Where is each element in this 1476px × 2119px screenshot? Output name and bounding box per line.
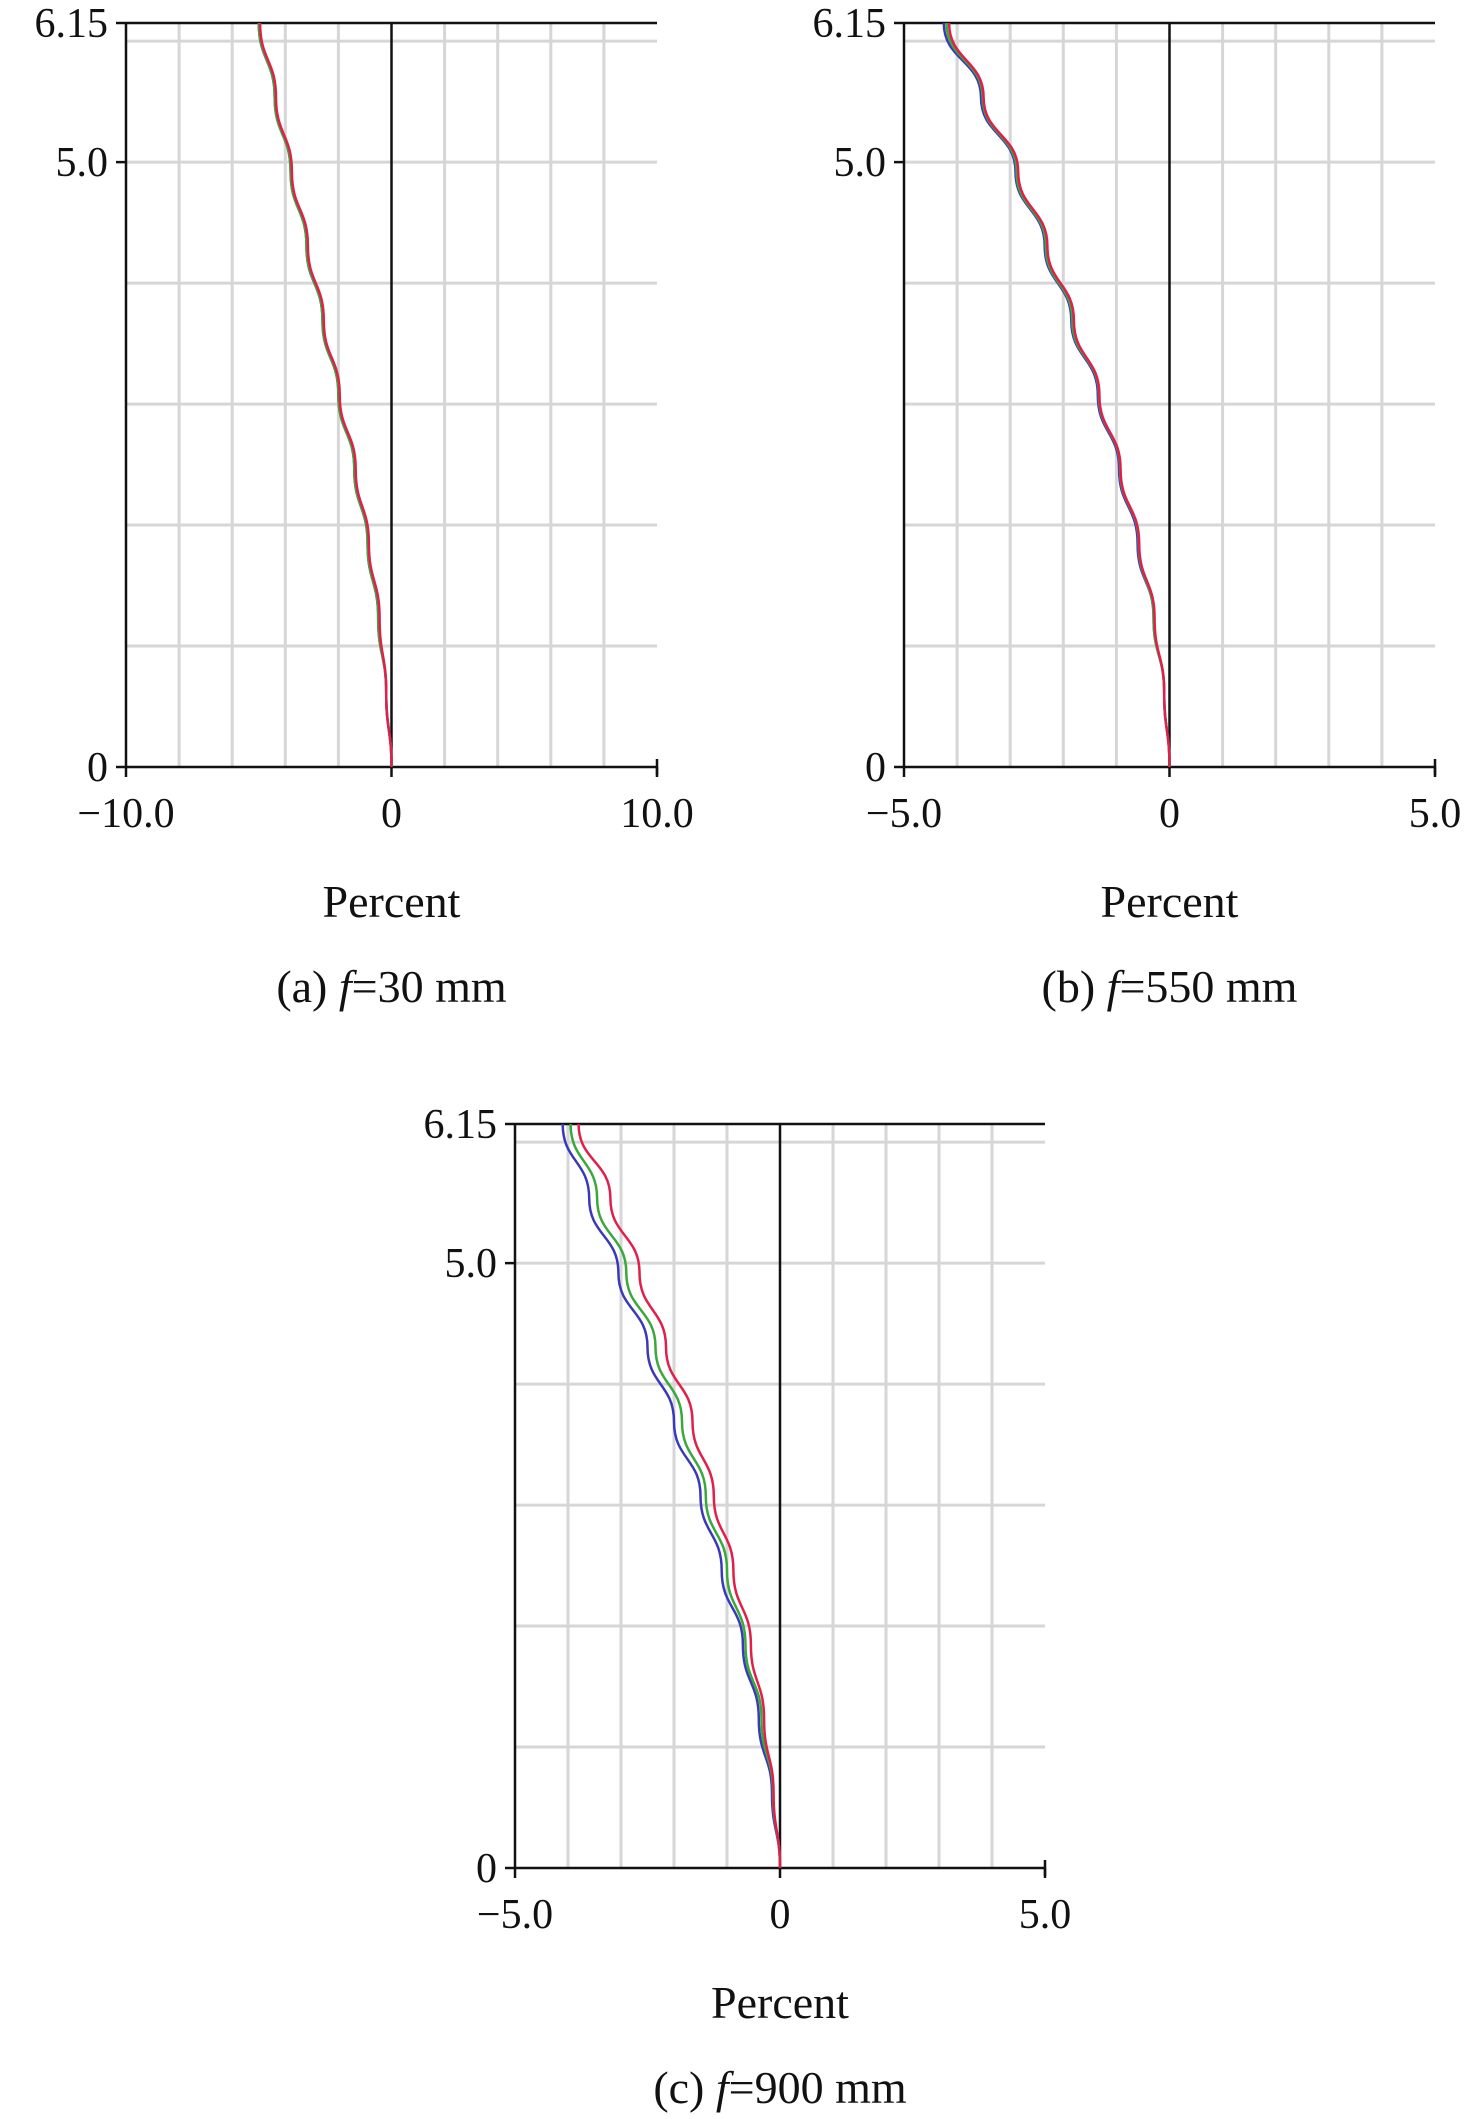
series-line-2 — [257, 22, 393, 768]
series-line-1 — [257, 22, 393, 768]
series-line-1 — [561, 1123, 782, 1869]
y-tick-label: 5.0 — [56, 140, 109, 186]
y-tick-label: 5.0 — [445, 1241, 498, 1287]
x-tick-label: −5.0 — [477, 1892, 553, 1938]
x-axis-label: Percent — [323, 876, 461, 927]
x-tick-label: 5.0 — [1409, 791, 1462, 837]
y-tick-label: 5.0 — [834, 140, 887, 186]
x-axis-label: Percent — [711, 1977, 849, 2028]
x-tick-label: 0 — [381, 791, 402, 837]
y-tick-label: 0 — [865, 745, 886, 791]
x-tick-label: 5.0 — [1019, 1892, 1072, 1938]
caption-prefix: (a) — [276, 961, 339, 1012]
y-tick-label: 0 — [476, 1846, 497, 1892]
series-line-2 — [569, 1123, 782, 1869]
panel-caption: (a) f=30 mm — [276, 961, 507, 1012]
caption-suffix: =900 mm — [729, 2062, 907, 2113]
y-tick-label: 0 — [87, 745, 108, 791]
series-line-3 — [577, 1123, 782, 1869]
x-tick-label: −5.0 — [866, 791, 942, 837]
x-tick-label: −10.0 — [77, 791, 174, 837]
series-line-2 — [945, 22, 1171, 768]
series-line-3 — [258, 22, 393, 768]
caption-prefix: (c) — [653, 2062, 716, 2113]
panel-caption: (b) f=550 mm — [1042, 961, 1298, 1012]
series-line-3 — [947, 22, 1171, 768]
x-tick-label: 10.0 — [620, 791, 694, 837]
x-tick-label: 0 — [1159, 791, 1180, 837]
y-tick-label: 6.15 — [813, 1, 887, 47]
caption-prefix: (b) — [1042, 961, 1107, 1012]
panel-caption: (c) f=900 mm — [653, 2062, 907, 2113]
x-tick-label: 0 — [770, 1892, 791, 1938]
y-tick-label: 6.15 — [424, 1102, 498, 1148]
y-tick-label: 6.15 — [35, 1, 109, 47]
x-axis-label: Percent — [1101, 876, 1239, 927]
caption-suffix: =30 mm — [352, 961, 507, 1012]
series-line-1 — [942, 22, 1171, 768]
caption-suffix: =550 mm — [1119, 961, 1297, 1012]
